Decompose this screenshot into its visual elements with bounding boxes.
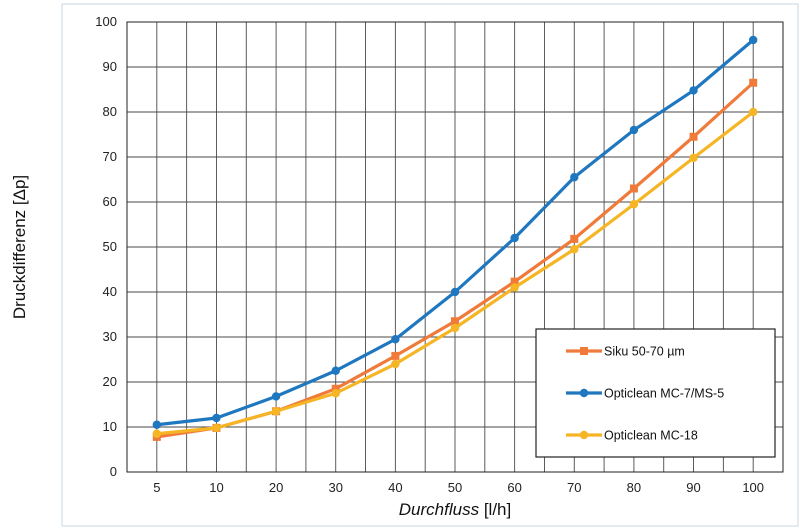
legend-item: Opticlean MC-7/MS-5 <box>566 387 724 401</box>
x-tick-label: 70 <box>567 480 581 495</box>
legend-item: Siku 50-70 µm <box>566 345 685 359</box>
x-tick-label: 80 <box>627 480 641 495</box>
data-point <box>748 107 758 117</box>
legend-swatch-marker <box>579 430 589 440</box>
data-point <box>748 35 758 45</box>
x-tick-label: 100 <box>742 480 764 495</box>
y-axis-ticks: 0 10 20 30 40 50 60 70 80 90 100 <box>95 14 117 479</box>
y-tick-label: 60 <box>103 194 117 209</box>
data-point <box>510 233 519 243</box>
data-point <box>510 277 519 286</box>
data-point <box>629 184 638 193</box>
y-tick-label: 90 <box>103 59 117 74</box>
x-tick-label: 50 <box>448 480 462 495</box>
series-3 <box>152 107 758 438</box>
y-tick-label: 40 <box>103 284 117 299</box>
data-point <box>271 407 281 416</box>
legend: Siku 50-70 µm Opticlean MC-7/MS-5 Opticlea… <box>535 328 776 458</box>
data-point <box>450 323 460 333</box>
data-point <box>152 420 162 429</box>
data-point <box>570 245 579 254</box>
y-tick-label: 100 <box>95 14 117 29</box>
x-axis-label-unit: [l/h] <box>479 500 511 519</box>
y-tick-label: 80 <box>103 104 117 119</box>
data-point <box>271 392 281 401</box>
x-tick-label: 5 <box>153 480 160 495</box>
data-point <box>331 366 340 375</box>
y-tick-label: 20 <box>103 374 117 389</box>
data-point <box>391 351 400 360</box>
data-point <box>689 153 698 163</box>
series-2 <box>152 35 758 429</box>
x-tick-label: 60 <box>507 480 521 495</box>
legend-label: Siku 50-70 µm <box>604 345 685 359</box>
x-axis-label-main: Durchfluss <box>399 500 480 519</box>
data-point <box>749 78 758 87</box>
data-point <box>152 429 162 438</box>
legend-label: Opticlean MC-18 <box>604 429 698 443</box>
data-point <box>510 283 519 292</box>
data-point <box>689 132 698 141</box>
data-point <box>212 423 221 433</box>
data-point <box>331 389 340 398</box>
data-point <box>629 125 639 135</box>
y-tick-label: 50 <box>103 239 117 254</box>
y-tick-label: 30 <box>103 329 117 344</box>
legend-label: Opticlean MC-7/MS-5 <box>604 387 724 401</box>
data-point <box>629 200 639 209</box>
plot-area <box>126 21 784 473</box>
x-axis-label: Durchfluss [l/h] <box>399 500 511 519</box>
x-tick-label: 20 <box>269 480 283 495</box>
data-point <box>689 86 698 95</box>
legend-swatch-marker <box>580 347 588 355</box>
x-tick-label: 40 <box>388 480 402 495</box>
x-tick-label: 30 <box>328 480 342 495</box>
y-axis-label: Druckdifferenz [Δp] <box>10 175 29 319</box>
data-point <box>391 359 400 369</box>
data-point <box>451 317 459 326</box>
data-point <box>212 413 221 423</box>
data-point <box>331 384 340 393</box>
y-tick-label: 0 <box>110 464 117 479</box>
legend-item: Opticlean MC-18 <box>566 429 698 443</box>
y-tick-label: 70 <box>103 149 117 164</box>
legend-swatch-marker <box>579 388 589 398</box>
data-point <box>570 173 579 182</box>
series-layer <box>152 35 758 441</box>
x-tick-label: 10 <box>209 480 223 495</box>
y-tick-label: 10 <box>103 419 117 434</box>
x-axis-ticks: 5 10 20 30 40 50 60 70 80 90 100 <box>153 480 764 495</box>
x-tick-label: 90 <box>686 480 700 495</box>
data-point <box>450 287 460 297</box>
data-point <box>570 234 579 243</box>
data-point <box>391 335 400 344</box>
